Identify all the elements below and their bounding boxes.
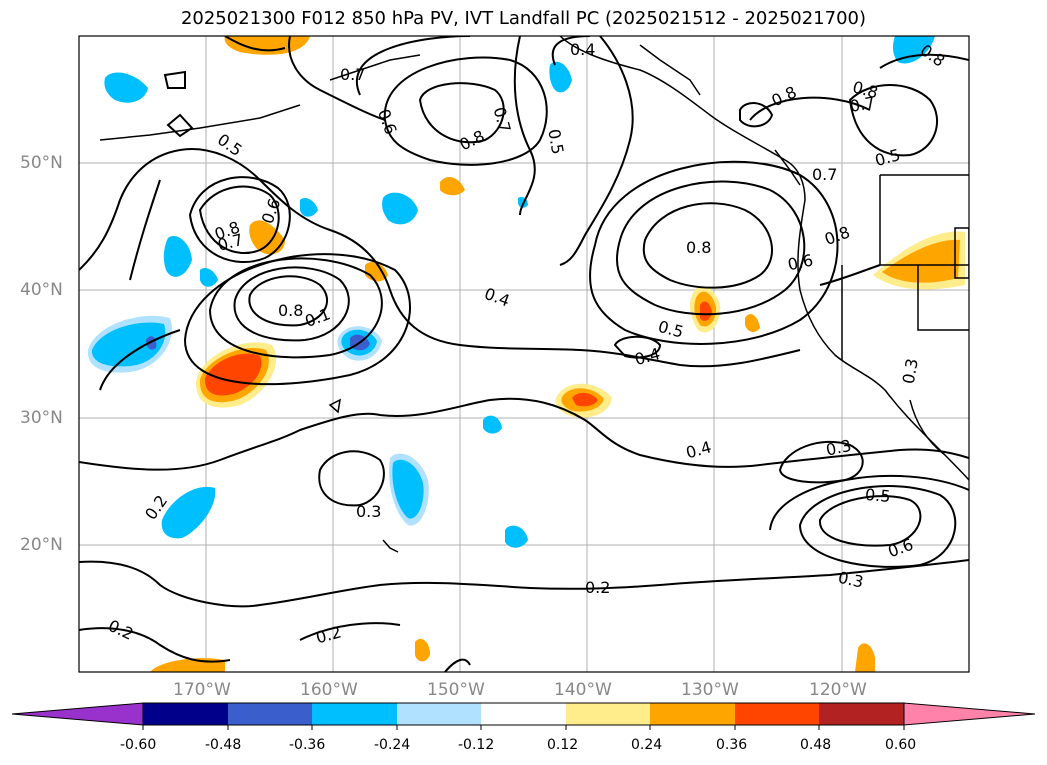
contour-label: 0.4 — [570, 40, 595, 59]
contour-label: 0.3 — [824, 436, 853, 460]
colorbar-segment — [566, 703, 650, 725]
positive-anomaly-central — [555, 383, 612, 418]
colorbar-tick-label: -0.48 — [205, 737, 242, 753]
colorbar-tick-label: 0.12 — [547, 737, 579, 753]
negative-anomaly-small-2 — [505, 525, 528, 548]
lat-label: 20°N — [20, 535, 63, 555]
negative-anomaly-w2 — [200, 268, 218, 287]
colorbar-tick-label: -0.24 — [374, 737, 411, 753]
colorbar-tick-label: -0.12 — [458, 737, 495, 753]
colorbar-tick-label: 0.48 — [800, 737, 832, 753]
positive-anomaly-south-coast — [855, 643, 875, 672]
contour-label: 0.7 — [812, 165, 837, 184]
colorbar-segment — [819, 703, 904, 725]
positive-anomaly-coast-inner — [882, 239, 960, 283]
negative-anomaly-ne — [893, 36, 935, 64]
positive-anomaly-small-2 — [440, 176, 465, 196]
negative-anomaly-nw — [104, 72, 148, 103]
negative-anomaly-small-1 — [483, 415, 502, 434]
contour-label: 0.3 — [836, 568, 865, 592]
pv-contours — [79, 36, 969, 672]
negative-anomaly-central — [389, 453, 429, 526]
lon-label: 140°W — [554, 680, 612, 700]
negative-anomaly-n3 — [549, 61, 572, 93]
colorbar-extend-high — [903, 702, 1036, 726]
colorbar-tick-label: 0.60 — [885, 737, 917, 753]
colorbar-tick-label: -0.36 — [289, 737, 326, 753]
lon-label: 120°W — [809, 680, 867, 700]
contour-label: 0.3 — [356, 502, 381, 521]
negative-anomaly-sw — [161, 486, 216, 539]
positive-anomaly-nw — [249, 220, 285, 255]
contour-label: 0.2 — [585, 578, 610, 597]
lat-label: 30°N — [20, 408, 63, 428]
lon-label: 170°W — [173, 680, 231, 700]
colorbar-segment — [143, 703, 228, 725]
negative-anomaly-west — [87, 315, 172, 373]
chart-title: 2025021300 F012 850 hPa PV, IVT Landfall… — [180, 8, 867, 29]
contour-label: 0.5 — [864, 485, 891, 506]
colorbar-segment — [650, 703, 735, 725]
contour-label: 0.7 — [340, 65, 365, 84]
contour-label: 0.6 — [786, 250, 815, 274]
colorbar-segment — [397, 703, 481, 725]
contour-label: 0.3 — [899, 357, 922, 385]
colorbar-segment — [312, 703, 397, 725]
positive-anomaly-small-3 — [745, 314, 760, 332]
lat-label: 40°N — [20, 280, 63, 300]
contour-label: 0.5 — [544, 128, 567, 156]
colorbar-tick-label: 0.24 — [631, 737, 663, 753]
colorbar-segment — [228, 703, 312, 725]
lon-label: 130°W — [681, 680, 739, 700]
colorbar-extend-low — [11, 702, 144, 726]
colorbar-tick-label: 0.36 — [716, 737, 748, 753]
colorbar-tick-label: -0.60 — [120, 737, 157, 753]
positive-anomaly-hawaii-north — [195, 342, 277, 408]
lon-label: 160°W — [300, 680, 358, 700]
map-background — [79, 36, 969, 672]
colorbar — [11, 702, 1036, 730]
map-frame — [78, 35, 970, 673]
lat-label: 50°N — [20, 153, 63, 173]
contour-label: 0.7 — [848, 93, 876, 116]
colorbar-segment — [481, 703, 566, 725]
colorbar-frame — [142, 702, 905, 726]
contour-label: 0.8 — [686, 238, 711, 257]
negative-anomaly-n2 — [300, 198, 318, 217]
lon-label: 150°W — [427, 680, 485, 700]
negative-anomaly-n1 — [382, 192, 418, 225]
negative-anomaly-w1 — [163, 236, 192, 277]
positive-anomaly-small-4 — [415, 638, 430, 662]
colorbar-segment — [735, 703, 819, 725]
contour-label: 0.8 — [278, 301, 303, 320]
positive-anomaly-east — [690, 286, 721, 333]
